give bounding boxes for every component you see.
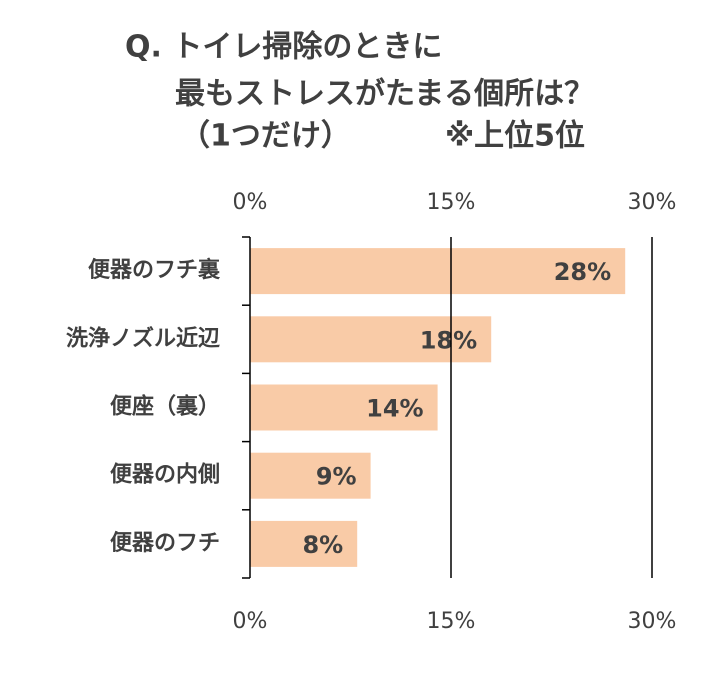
x-tick-label: 15% <box>427 190 476 215</box>
note: ※上位5位 <box>445 119 585 154</box>
x-tick-label: 15% <box>427 609 476 634</box>
value-label: 28% <box>554 258 611 286</box>
x-tick-label: 0% <box>233 609 268 634</box>
value-label: 18% <box>420 326 477 354</box>
value-label: 9% <box>316 463 357 491</box>
category-label: 便器のフチ <box>110 531 220 556</box>
bar <box>250 452 371 499</box>
value-label: 8% <box>302 531 343 559</box>
title-line: （1つだけ） <box>180 119 351 154</box>
value-label: 14% <box>366 395 423 423</box>
title-line: Q. トイレ掃除のときに <box>125 30 442 65</box>
bar <box>250 520 358 567</box>
category-label: 洗浄ノズル近辺 <box>66 325 220 351</box>
bar <box>250 384 438 431</box>
x-tick-label: 0% <box>233 190 268 215</box>
category-label: 便器のフチ裏 <box>88 257 221 283</box>
title-line: 最もストレスがたまる個所は？ <box>175 77 594 112</box>
category-label: 便座（裏） <box>110 394 220 420</box>
bar <box>250 248 626 295</box>
category-label: 便器の内側 <box>110 463 220 488</box>
x-tick-label: 30% <box>628 190 677 215</box>
x-tick-label: 30% <box>628 609 677 634</box>
